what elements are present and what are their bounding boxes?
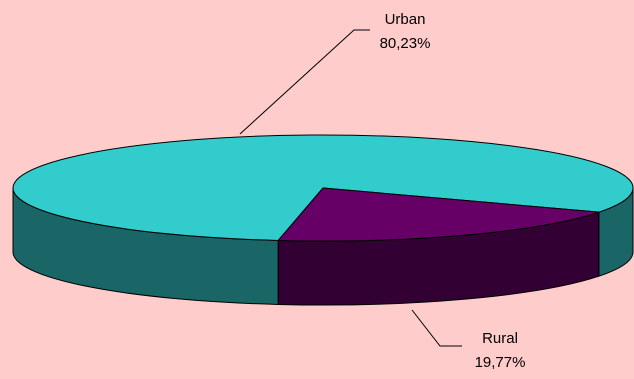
rural-name-label: Rural <box>482 330 518 347</box>
urban-value-label: 80,23% <box>380 35 431 52</box>
urban-leader-line <box>239 29 370 135</box>
rural-value-label: 19,77% <box>475 354 526 371</box>
urban-name-label: Urban <box>385 11 426 28</box>
rural-leader-line <box>411 309 462 347</box>
label-leader-lines <box>239 29 462 347</box>
pie-top-faces <box>12 134 634 242</box>
pie-side-walls <box>12 187 634 306</box>
rural-slice <box>277 187 600 242</box>
